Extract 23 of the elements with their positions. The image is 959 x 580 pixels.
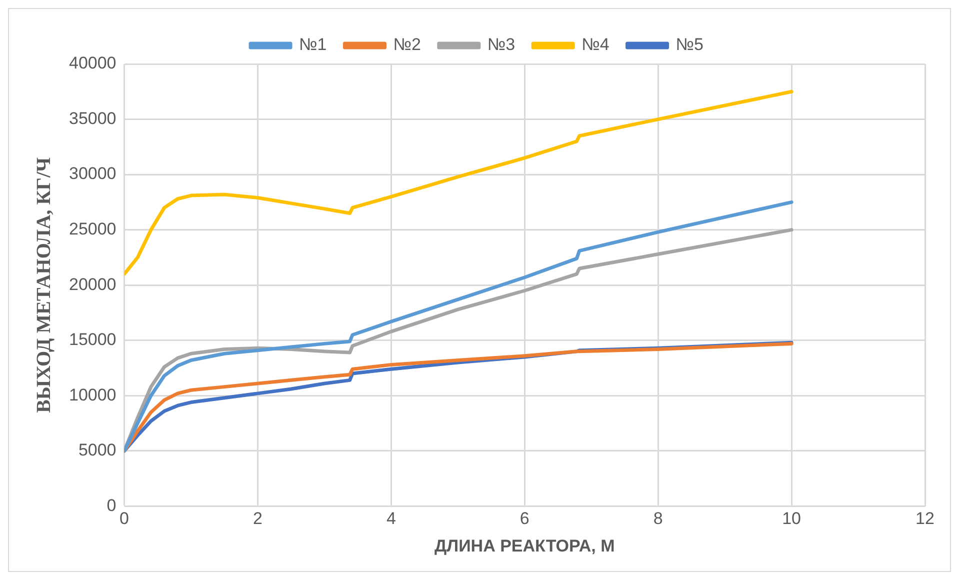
- y-tick-label: 40000: [68, 54, 116, 73]
- x-tick-label: 8: [653, 509, 663, 528]
- legend-label: №5: [676, 35, 704, 54]
- legend-label: №1: [299, 35, 327, 54]
- y-tick-label: 0: [106, 496, 116, 515]
- y-tick-label: 5000: [78, 440, 116, 460]
- x-axis-title: ДЛИНА РЕАКТОРА, М: [434, 536, 615, 556]
- legend-label: №3: [487, 35, 516, 54]
- y-axis-title: ВЫХОД МЕТАНОЛА, КГ/Ч: [33, 156, 56, 413]
- y-tick-label: 15000: [68, 330, 116, 350]
- y-tick-label: 20000: [68, 274, 116, 294]
- legend-label: №4: [582, 35, 610, 54]
- y-tick-label: 35000: [68, 108, 116, 128]
- x-tick-label: 10: [782, 509, 802, 528]
- y-tick-label: 10000: [68, 385, 116, 404]
- legend-label: №2: [393, 35, 421, 54]
- x-tick-label: 2: [252, 509, 262, 528]
- y-tick-label: 30000: [68, 164, 116, 184]
- x-tick-label: 6: [520, 509, 530, 528]
- y-tick-label: 25000: [68, 220, 116, 239]
- x-tick-label: 0: [120, 509, 130, 528]
- x-tick-label: 12: [916, 509, 934, 528]
- x-tick-label: 4: [386, 509, 396, 528]
